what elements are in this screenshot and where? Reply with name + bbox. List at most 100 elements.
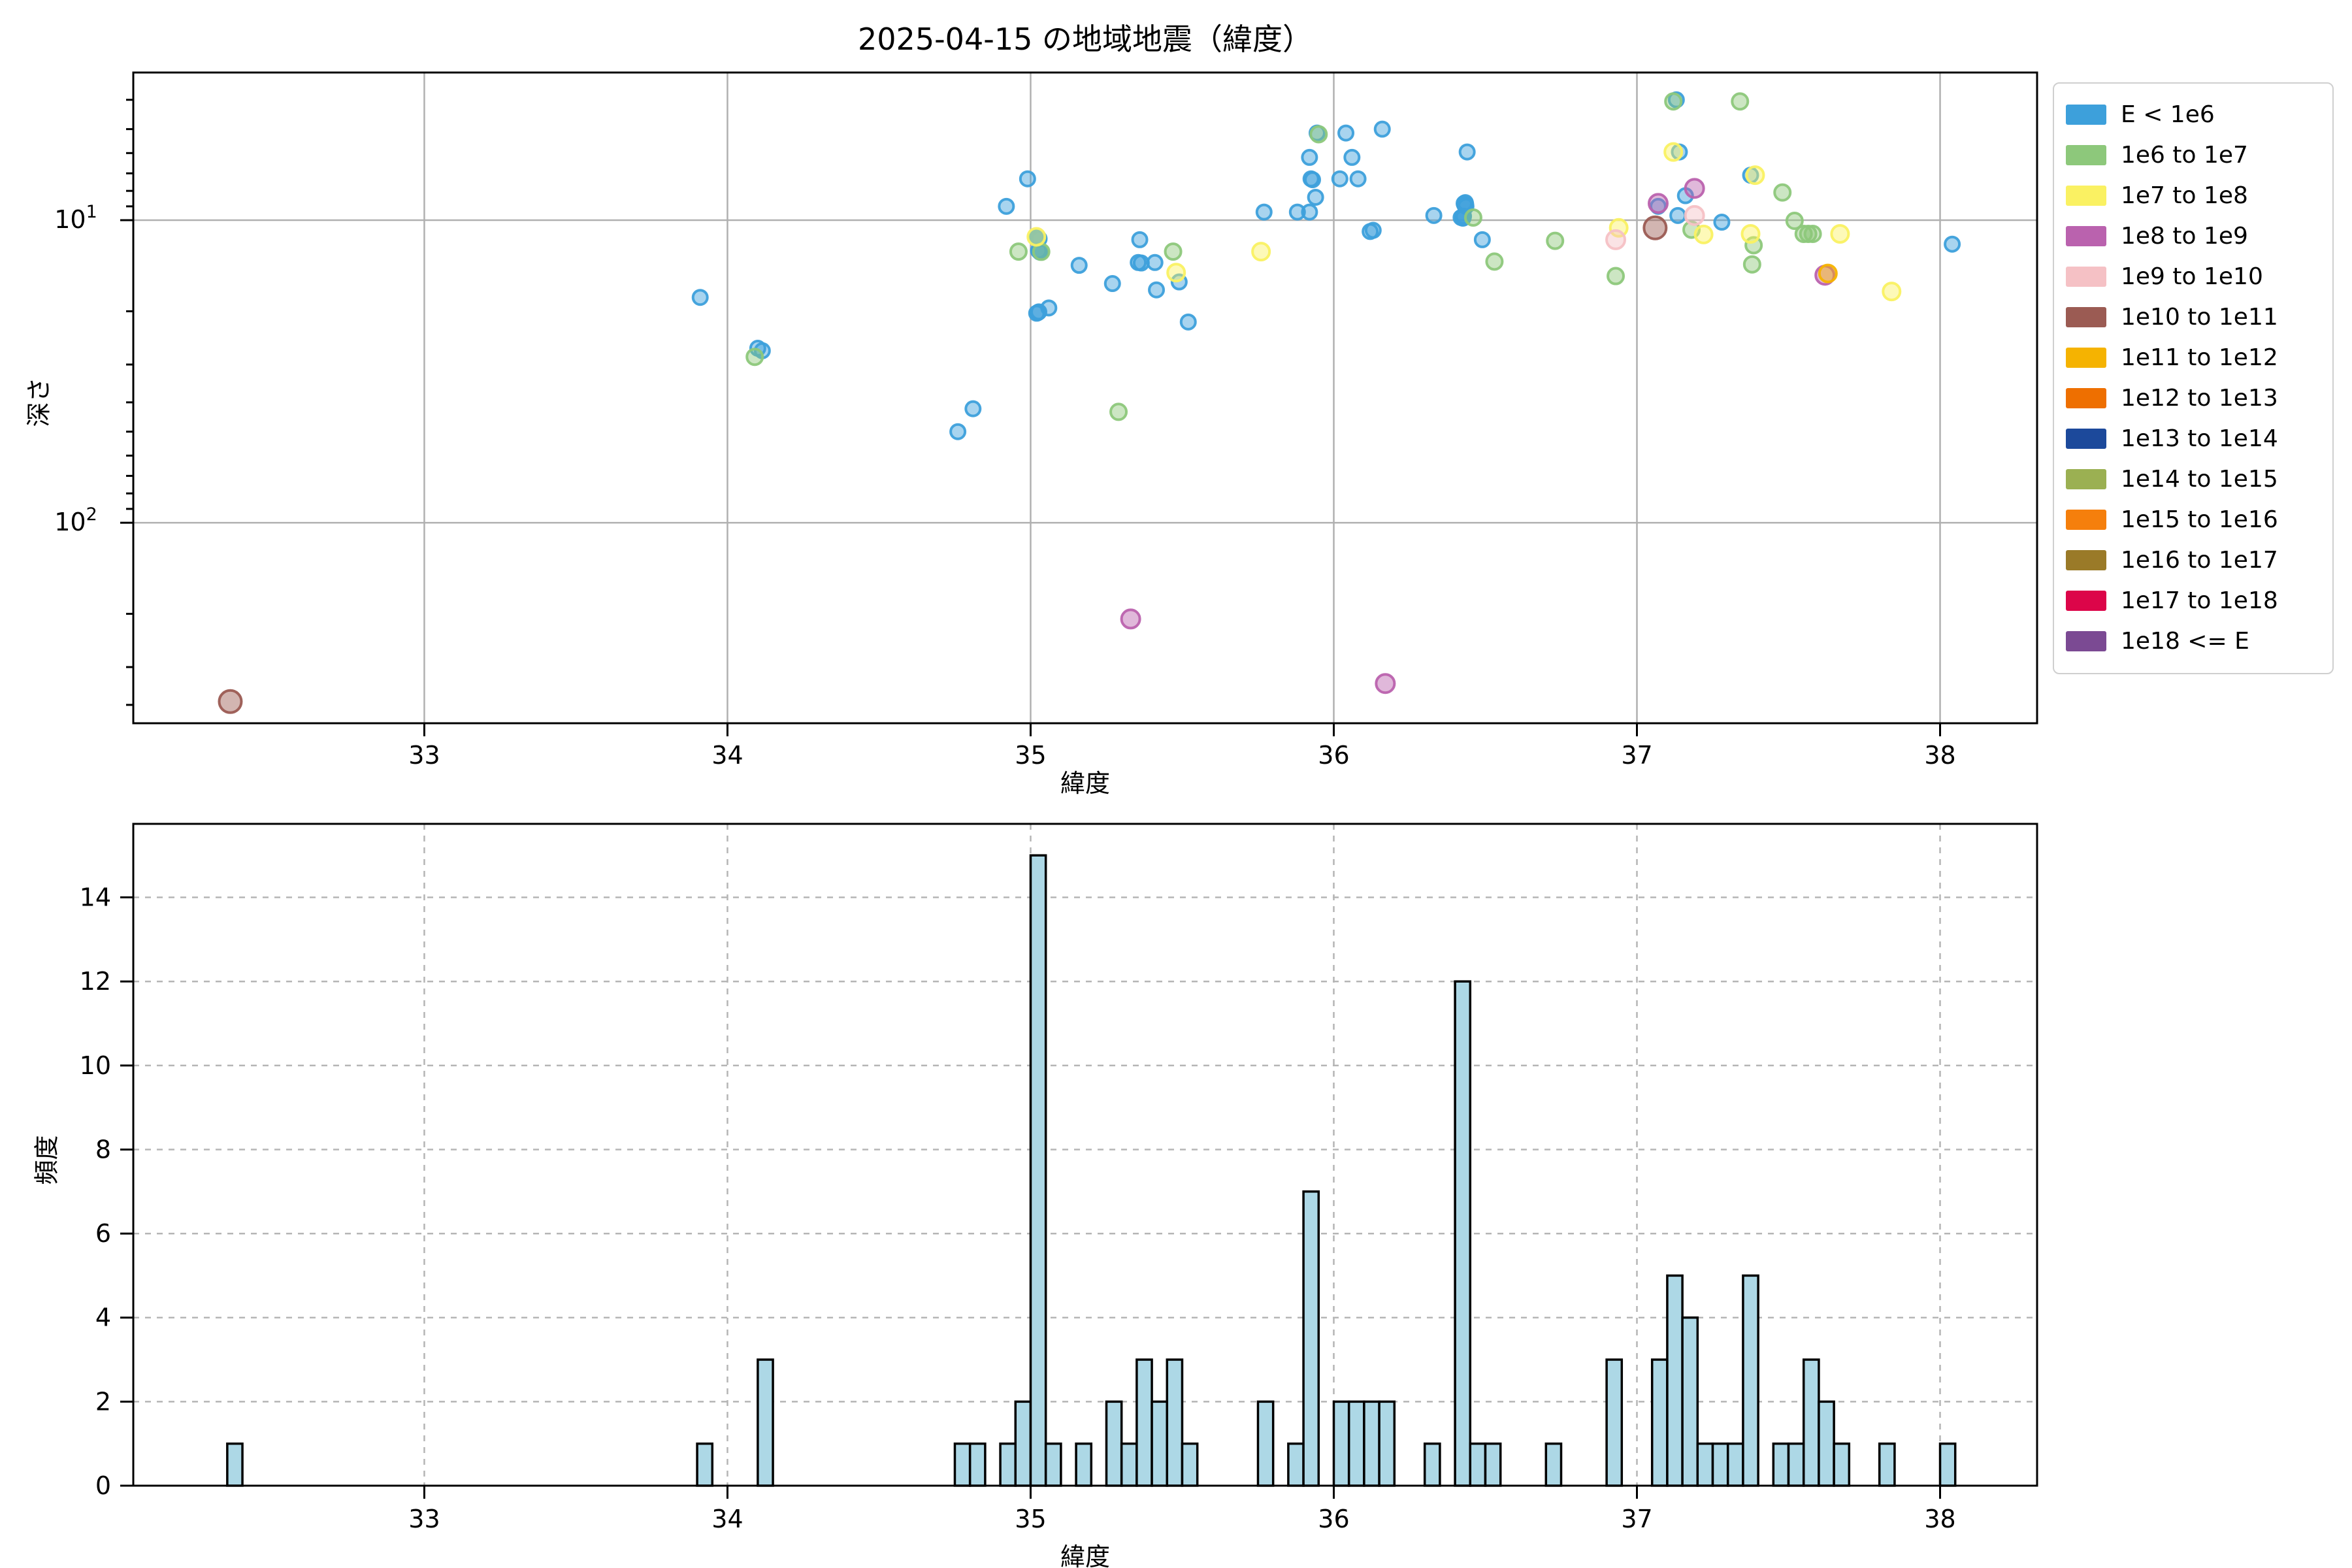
hist-bar xyxy=(1818,1400,1835,1487)
x-tick-label: 36 xyxy=(1318,1505,1349,1533)
scatter-point xyxy=(1463,208,1482,227)
scatter-point xyxy=(1307,188,1324,206)
hist-bar xyxy=(1696,1442,1714,1487)
hist-bar xyxy=(968,1442,987,1487)
hist-bar xyxy=(1938,1442,1957,1487)
scatter-point xyxy=(1944,235,1961,253)
x-tick-label: 33 xyxy=(408,1505,440,1533)
scatter-point xyxy=(1609,218,1629,238)
scatter-point xyxy=(1485,252,1504,271)
scatter-point xyxy=(1684,204,1705,226)
scatter-point xyxy=(1109,402,1128,421)
x-tick-label: 33 xyxy=(408,741,440,770)
scatter-point xyxy=(1818,263,1838,284)
hist-bar xyxy=(1135,1358,1153,1487)
hist-bar xyxy=(1711,1442,1729,1487)
scatter-point xyxy=(1473,231,1491,248)
x-tick-label: 34 xyxy=(711,1505,743,1533)
scatter-point xyxy=(1693,224,1714,244)
y-tick-label: 6 xyxy=(95,1219,111,1248)
hist-bar xyxy=(1181,1442,1199,1487)
scatter-point xyxy=(1337,124,1355,142)
scatter-point xyxy=(1364,221,1382,239)
legend-swatch-icon xyxy=(2066,306,2106,327)
x-tick-label: 36 xyxy=(1318,741,1349,770)
legend-swatch-icon xyxy=(2066,630,2106,651)
x-tick-label: 34 xyxy=(711,741,743,770)
scatter-point xyxy=(1019,170,1036,188)
hist-bar xyxy=(1454,980,1472,1487)
y-tick-label: 14 xyxy=(80,883,111,912)
y-tick-label: 2 xyxy=(95,1387,111,1416)
y-tick-label: 8 xyxy=(95,1135,111,1164)
scatter-point xyxy=(1166,263,1186,283)
scatter-point xyxy=(1146,253,1164,271)
scatter-point xyxy=(1546,231,1565,250)
hist-bar xyxy=(1378,1400,1396,1487)
scatter-point xyxy=(1375,673,1396,694)
scatter-point xyxy=(1713,214,1731,231)
scatter-point xyxy=(1684,178,1705,199)
hist-bar xyxy=(1772,1442,1790,1487)
hist-bar xyxy=(1151,1400,1169,1487)
scatter-point xyxy=(1103,275,1121,293)
y-tick-label: 12 xyxy=(80,967,111,996)
x-tick-label: 38 xyxy=(1924,741,1955,770)
hist-bar xyxy=(1332,1400,1350,1487)
hist-bar xyxy=(696,1442,714,1487)
hist-bar xyxy=(1044,1442,1062,1487)
scatter-point xyxy=(745,348,764,367)
hist-bar xyxy=(1363,1400,1380,1487)
legend-item-13: 1e18 <= E xyxy=(2054,621,2332,661)
scatter-point xyxy=(964,400,982,417)
scatter-point xyxy=(1164,242,1183,261)
hist-bar xyxy=(1256,1400,1275,1487)
hist-bar xyxy=(953,1442,972,1487)
scatter-point xyxy=(218,689,243,714)
legend-swatch-icon xyxy=(2066,104,2106,125)
legend-swatch-icon xyxy=(2066,549,2106,570)
hist-bar xyxy=(1014,1400,1032,1487)
legend-label: 1e13 to 1e14 xyxy=(2121,425,2278,452)
hist-bar xyxy=(1878,1442,1896,1487)
legend-label: 1e18 <= E xyxy=(2121,627,2249,655)
hist-bar xyxy=(1105,1400,1123,1487)
hist-bar xyxy=(1423,1442,1441,1487)
scatter-axes-frame xyxy=(132,71,2038,725)
scatter-point xyxy=(1040,299,1058,317)
scatter-point xyxy=(1664,92,1683,111)
scatter-point xyxy=(1131,231,1149,248)
scatter-point xyxy=(1288,203,1306,221)
legend-item-2: 1e7 to 1e8 xyxy=(2054,175,2332,216)
scatter-point xyxy=(1148,281,1166,299)
x-tick-label: 37 xyxy=(1621,1505,1652,1533)
figure-title: 2025-04-15 の地域地震（緯度） xyxy=(858,22,1313,57)
hist-bar xyxy=(1802,1358,1820,1487)
hist-bar xyxy=(1726,1442,1744,1487)
hist-bar xyxy=(1029,854,1047,1487)
legend-label: 1e12 to 1e13 xyxy=(2121,384,2278,412)
scatter-point xyxy=(1301,203,1318,221)
legend-swatch-icon xyxy=(2066,266,2106,287)
legend-swatch-icon xyxy=(2066,185,2106,206)
scatter-point xyxy=(1373,120,1391,138)
y-tick-label: 4 xyxy=(95,1303,111,1332)
scatter-point xyxy=(1647,193,1669,214)
legend-item-11: 1e16 to 1e17 xyxy=(2054,540,2332,580)
legend: E < 1e6 1e6 to 1e7 1e7 to 1e8 1e8 to 1e9 1e9… xyxy=(2053,82,2334,674)
scatter-point xyxy=(998,197,1015,215)
scatter-point xyxy=(1773,183,1792,202)
legend-label: 1e7 to 1e8 xyxy=(2121,182,2248,209)
hist-bar xyxy=(1787,1442,1805,1487)
scatter-point xyxy=(1607,267,1625,286)
legend-item-6: 1e11 to 1e12 xyxy=(2054,337,2332,378)
legend-label: 1e6 to 1e7 xyxy=(2121,141,2248,169)
scatter-point xyxy=(1343,148,1361,166)
scatter-point xyxy=(1026,227,1047,247)
scatter-point xyxy=(1458,143,1476,161)
scatter-point xyxy=(1304,171,1322,189)
hist-bar xyxy=(1484,1442,1502,1487)
